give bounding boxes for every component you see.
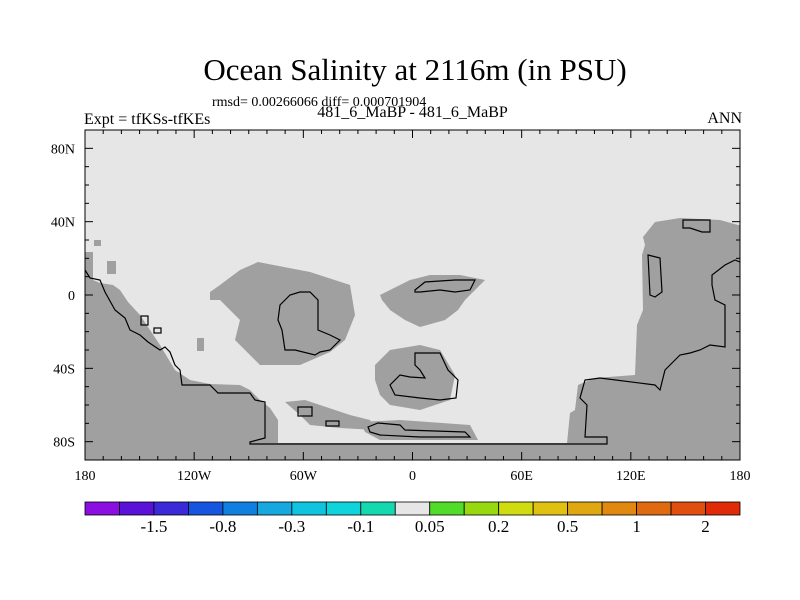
colorbar-box bbox=[84, 501, 120, 516]
asia-australia-region bbox=[567, 218, 740, 460]
colorbar-box bbox=[670, 501, 706, 516]
island-small bbox=[197, 338, 204, 351]
center-subtitle: 481_6_MaBP - 481_6_MaBP bbox=[317, 104, 508, 121]
experiment-label: Expt = tfKSs-tfKEs bbox=[84, 111, 211, 128]
island-small bbox=[94, 240, 101, 246]
colorbar-box bbox=[291, 501, 327, 516]
colorbar-box bbox=[705, 501, 741, 516]
colorbar-box bbox=[188, 501, 224, 516]
pacific-blob bbox=[210, 262, 355, 365]
colorbar-box bbox=[636, 501, 672, 516]
island-small bbox=[107, 261, 116, 274]
lat-label: 0 bbox=[68, 289, 75, 304]
axis-labels: 80N 40N 0 40S 80S 180 120W 60W 0 60E 120E 180 bbox=[51, 142, 751, 484]
colorbar-box bbox=[601, 501, 637, 516]
colorbar-label: -0.3 bbox=[278, 517, 305, 536]
colorbar-box bbox=[463, 501, 500, 516]
colorbar-label: 1 bbox=[632, 517, 641, 536]
plot-title: Ocean Salinity at 2116m (in PSU) bbox=[203, 52, 627, 87]
lat-label: 80S bbox=[53, 436, 75, 451]
colorbar-box bbox=[153, 501, 189, 516]
atlantic-north-blob bbox=[380, 275, 485, 327]
colorbar-box bbox=[429, 501, 465, 516]
lon-label: 120E bbox=[616, 469, 646, 484]
land-contours bbox=[84, 219, 741, 445]
colorbar-box bbox=[256, 501, 293, 516]
colorbar-box bbox=[498, 501, 534, 516]
colorbar-box bbox=[119, 501, 155, 516]
lon-label: 60W bbox=[290, 469, 318, 484]
colorbar-box bbox=[325, 501, 362, 516]
colorbar-label: 0.5 bbox=[557, 517, 578, 536]
colorbar-box bbox=[394, 501, 431, 516]
antarctica-region bbox=[85, 443, 740, 460]
colorbar-box bbox=[532, 501, 569, 516]
colorbar-box bbox=[222, 501, 258, 516]
colorbar-box bbox=[360, 501, 396, 516]
colorbar-label: 2 bbox=[701, 517, 710, 536]
colorbar: -1.5 -0.8 -0.3 -0.1 0.05 0.2 0.5 1 2 bbox=[84, 501, 741, 536]
lat-label: 40S bbox=[53, 362, 75, 377]
colorbar-label: 0.05 bbox=[415, 517, 445, 536]
stats-label: rmsd= 0.00266066 diff= 0.000701904 bbox=[212, 95, 427, 110]
lon-label: 120W bbox=[177, 469, 212, 484]
axis-ticks bbox=[84, 129, 741, 461]
season-label: ANN bbox=[707, 110, 742, 127]
lon-label: 180 bbox=[730, 469, 751, 484]
lon-label: 60E bbox=[510, 469, 533, 484]
colorbar-label: -1.5 bbox=[140, 517, 167, 536]
colorbar-label: 0.2 bbox=[488, 517, 509, 536]
colorbar-label: -0.8 bbox=[209, 517, 236, 536]
lat-label: 40N bbox=[51, 216, 75, 231]
colorbar-label: -0.1 bbox=[347, 517, 374, 536]
lon-label: 0 bbox=[409, 469, 416, 484]
colorbar-box bbox=[567, 501, 603, 516]
lat-label: 80N bbox=[51, 142, 75, 157]
americas-region bbox=[85, 252, 278, 444]
lon-label: 180 bbox=[75, 469, 96, 484]
